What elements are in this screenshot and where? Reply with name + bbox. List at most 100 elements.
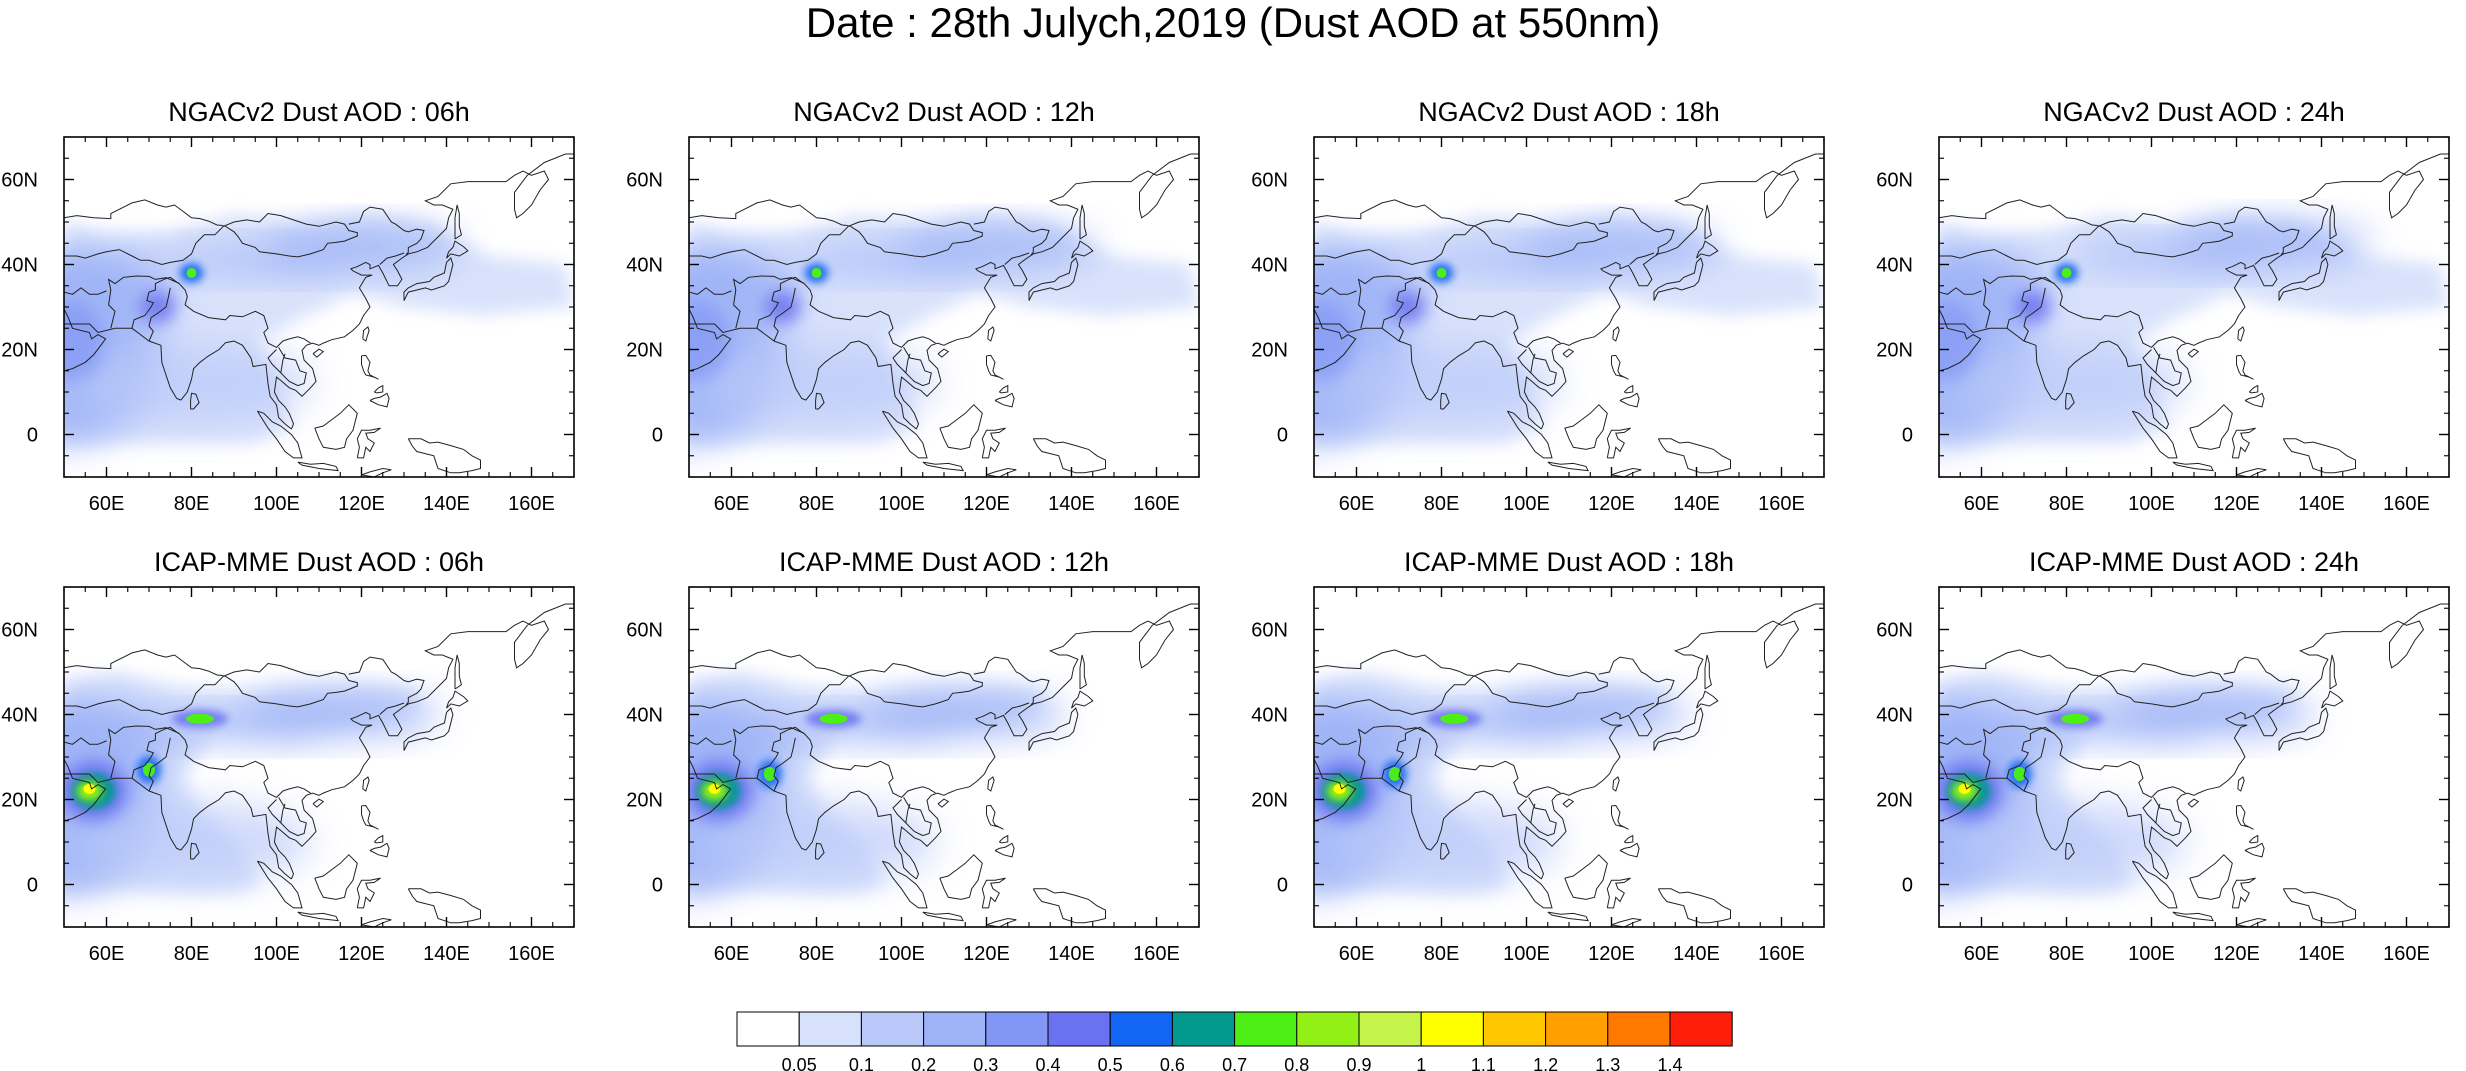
lon-tick-label: 140E	[2298, 943, 2345, 960]
lon-tick-label: 60E	[89, 493, 125, 515]
panel-title: NGACv2 Dust AOD : 24h	[2043, 97, 2345, 127]
colorbar-label: 0.9	[1346, 1055, 1371, 1071]
lon-tick-label: 120E	[338, 943, 385, 960]
coastlines	[1314, 153, 1824, 477]
colorbar-label: 1.2	[1533, 1055, 1558, 1071]
colorbar-label: 0.1	[849, 1055, 874, 1071]
map-panel: 60E 80E 100E 120E 140E 160E 60N 40N 20N 0 ICAP-MME…	[1, 547, 575, 960]
lat-tick-label: 0	[1902, 425, 1913, 447]
lat-tick-label: 60N	[1, 170, 38, 192]
colorbar-swatch	[1296, 1011, 1360, 1047]
lon-tick-label: 120E	[2213, 493, 2260, 515]
map-panel: 60E 80E 100E 120E 140E 160E 60N 40N 20N 0 NGACv2 D…	[1, 97, 575, 515]
lon-tick-label: 120E	[2213, 943, 2260, 960]
lon-tick-label: 60E	[714, 493, 750, 515]
lat-tick-label: 60N	[1876, 170, 1913, 192]
lon-tick-label: 160E	[1758, 493, 1805, 515]
lat-tick-label: 20N	[1876, 790, 1913, 812]
lat-tick-label: 40N	[1251, 255, 1288, 277]
lon-tick-label: 140E	[423, 493, 470, 515]
aod-field	[689, 672, 1066, 895]
lon-tick-label: 120E	[963, 493, 1010, 515]
panel-title: NGACv2 Dust AOD : 06h	[168, 97, 470, 127]
lat-tick-label: 40N	[1, 255, 38, 277]
lat-tick-label: 40N	[626, 705, 663, 727]
lon-tick-label: 140E	[2298, 493, 2345, 515]
colorbar-swatch	[1358, 1011, 1422, 1047]
coastlines	[64, 603, 574, 927]
lon-tick-label: 100E	[1503, 943, 1550, 960]
lat-tick-label: 40N	[1876, 705, 1913, 727]
colorbar-label: 0.2	[911, 1055, 936, 1071]
lon-tick-label: 80E	[1424, 943, 1460, 960]
colorbar-label: 0.3	[973, 1055, 998, 1071]
map-panel-grid: 60E 80E 100E 120E 140E 160E 60N 40N 20N 0 NGACv2 D…	[1, 97, 2450, 960]
lon-tick-label: 140E	[1048, 493, 1095, 515]
lat-tick-label: 60N	[626, 620, 663, 642]
panel-title: ICAP-MME Dust AOD : 12h	[779, 547, 1109, 577]
lat-tick-label: 60N	[1251, 170, 1288, 192]
colorbar-swatch	[860, 1011, 925, 1047]
colorbar-swatch	[1482, 1011, 1547, 1047]
lat-tick-label: 20N	[1, 340, 38, 362]
lon-tick-label: 160E	[2383, 943, 2430, 960]
map-panel: 60E 80E 100E 120E 140E 160E 60N 40N 20N 0 ICAP-MME…	[1251, 547, 1825, 960]
coastlines	[1939, 153, 2449, 477]
lat-tick-label: 20N	[1251, 340, 1288, 362]
lat-tick-label: 0	[27, 425, 38, 447]
colorbar-label: 1.1	[1471, 1055, 1496, 1071]
lon-tick-label: 80E	[174, 493, 210, 515]
coastlines	[689, 153, 1199, 477]
lat-tick-label: 60N	[1251, 620, 1288, 642]
colorbar-label: 1	[1416, 1055, 1426, 1071]
colorbar-swatch	[1109, 1011, 1173, 1047]
lat-tick-label: 40N	[626, 255, 663, 277]
colorbar-label: 0.05	[782, 1055, 817, 1071]
colorbar-label: 0.7	[1222, 1055, 1247, 1071]
panel-title: ICAP-MME Dust AOD : 06h	[154, 547, 484, 577]
lon-tick-label: 80E	[799, 493, 835, 515]
lon-tick-label: 100E	[253, 943, 300, 960]
lon-tick-label: 100E	[1503, 493, 1550, 515]
lon-tick-label: 60E	[89, 943, 125, 960]
lat-tick-label: 20N	[626, 340, 663, 362]
lat-tick-label: 20N	[1251, 790, 1288, 812]
aod-field	[64, 213, 574, 445]
colorbar-label: 0.4	[1035, 1055, 1060, 1071]
colorbar-swatch	[985, 1011, 1049, 1047]
lat-tick-label: 0	[1902, 875, 1913, 897]
colorbar-label: 0.6	[1160, 1055, 1185, 1071]
panel-title: NGACv2 Dust AOD : 12h	[793, 97, 1095, 127]
lon-tick-label: 140E	[1673, 943, 1720, 960]
lon-tick-label: 120E	[1588, 493, 1635, 515]
lon-tick-label: 80E	[2049, 493, 2085, 515]
coastlines	[1939, 603, 2449, 927]
lon-tick-label: 140E	[423, 943, 470, 960]
lon-tick-label: 60E	[1964, 943, 2000, 960]
lat-tick-label: 0	[27, 875, 38, 897]
lat-tick-label: 0	[652, 425, 663, 447]
map-panel: 60E 80E 100E 120E 140E 160E 60N 40N 20N 0 NGACv2 D…	[626, 97, 1200, 515]
lat-tick-label: 60N	[626, 170, 663, 192]
colorbar-swatch	[1420, 1011, 1484, 1047]
lon-tick-label: 100E	[2128, 943, 2175, 960]
lon-tick-label: 60E	[1964, 493, 2000, 515]
aod-field	[1939, 672, 2316, 895]
colorbar-swatch	[736, 1011, 800, 1047]
colorbar-label: 1.4	[1657, 1055, 1682, 1071]
map-panel: 60E 80E 100E 120E 140E 160E 60N 40N 20N 0 NGACv2 D…	[1251, 97, 1825, 515]
lon-tick-label: 160E	[1758, 943, 1805, 960]
colorbar-label: 0.8	[1284, 1055, 1309, 1071]
lon-tick-label: 140E	[1048, 943, 1095, 960]
colorbar-label: 0.5	[1098, 1055, 1123, 1071]
panel-title: ICAP-MME Dust AOD : 18h	[1404, 547, 1734, 577]
colorbar-swatch	[1047, 1011, 1111, 1047]
lat-tick-label: 0	[1277, 875, 1288, 897]
lon-tick-label: 80E	[1424, 493, 1460, 515]
aod-field	[64, 672, 441, 895]
lon-tick-label: 160E	[2383, 493, 2430, 515]
lon-tick-label: 160E	[508, 943, 555, 960]
aod-field	[1314, 672, 1691, 895]
map-panel: 60E 80E 100E 120E 140E 160E 60N 40N 20N 0 NGACv2 D…	[1876, 97, 2450, 515]
lon-tick-label: 160E	[508, 493, 555, 515]
